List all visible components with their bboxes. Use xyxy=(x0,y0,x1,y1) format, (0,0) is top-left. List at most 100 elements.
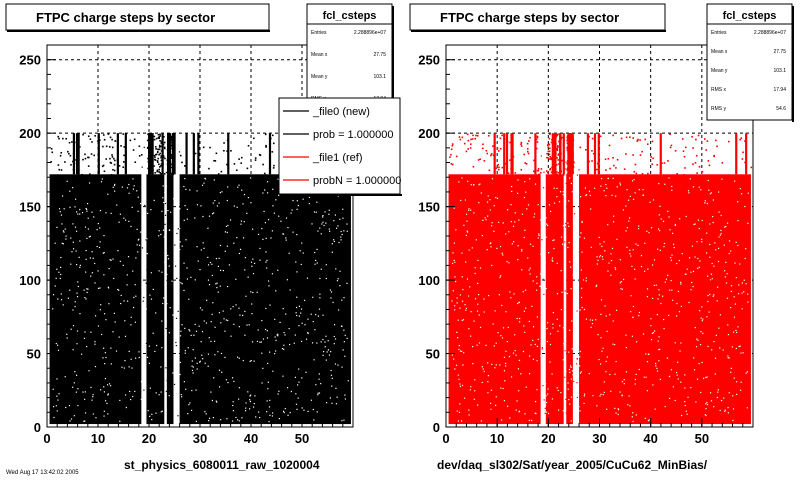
data-point xyxy=(288,327,290,330)
data-point xyxy=(224,231,226,233)
data-point xyxy=(272,370,274,372)
data-point xyxy=(556,173,559,176)
data-point xyxy=(490,225,493,227)
data-point xyxy=(209,146,211,149)
data-point xyxy=(636,341,638,343)
data-point xyxy=(735,393,738,396)
data-point xyxy=(170,135,172,138)
data-point xyxy=(665,278,668,280)
data-point xyxy=(249,360,251,362)
data-point xyxy=(194,217,196,219)
data-point xyxy=(729,307,732,309)
data-point xyxy=(576,363,578,365)
data-point xyxy=(210,340,212,343)
data-point xyxy=(272,188,274,190)
data-point xyxy=(527,152,530,155)
data-point xyxy=(188,329,190,331)
data-point xyxy=(713,294,715,296)
data-point xyxy=(306,277,309,279)
data-point xyxy=(128,183,130,186)
data-point xyxy=(207,353,210,355)
data-point xyxy=(544,404,547,406)
data-point xyxy=(165,409,167,412)
data-point xyxy=(72,309,74,311)
data-point xyxy=(218,369,221,371)
data-point xyxy=(555,173,558,176)
data-point xyxy=(658,214,660,216)
data-point xyxy=(208,420,210,422)
data-point xyxy=(701,320,703,322)
data-point xyxy=(156,150,159,153)
data-point xyxy=(677,378,679,380)
data-point xyxy=(220,170,223,173)
data-point xyxy=(634,383,636,385)
data-point xyxy=(485,219,487,221)
data-point xyxy=(536,282,538,284)
data-point xyxy=(170,137,173,140)
data-point xyxy=(102,252,104,254)
data-point xyxy=(207,256,209,259)
data-point xyxy=(154,172,156,174)
data-point xyxy=(282,410,285,412)
data-point xyxy=(327,349,330,351)
data-point xyxy=(736,331,738,334)
data-point xyxy=(294,376,297,378)
data-point xyxy=(658,182,660,185)
data-point xyxy=(543,187,545,189)
data-point xyxy=(621,394,623,396)
data-point xyxy=(630,311,632,313)
data-point xyxy=(716,300,718,302)
data-point xyxy=(453,259,455,262)
data-point xyxy=(57,349,60,351)
data-point xyxy=(97,325,100,327)
data-point xyxy=(459,294,461,296)
data-point xyxy=(491,222,493,224)
data-point xyxy=(509,291,511,293)
data-point xyxy=(154,146,157,148)
data-point xyxy=(619,282,621,284)
data-point xyxy=(511,243,513,245)
data-point xyxy=(528,320,530,323)
data-point xyxy=(224,250,226,252)
data-point xyxy=(155,137,158,140)
data-point xyxy=(241,417,243,419)
data-point xyxy=(655,284,657,286)
legend-label: prob = 1.000000 xyxy=(313,129,393,141)
chart-title: FTPC charge steps by sector xyxy=(440,10,619,25)
data-point xyxy=(548,153,551,156)
data-point xyxy=(126,274,128,276)
data-point xyxy=(88,156,90,159)
data-point xyxy=(248,324,250,326)
data-point xyxy=(116,204,118,206)
data-point xyxy=(576,396,579,399)
data-point xyxy=(217,265,220,267)
data-point xyxy=(545,395,547,397)
data-point xyxy=(214,326,216,328)
data-point xyxy=(111,156,114,158)
data-point xyxy=(253,402,255,405)
data-point xyxy=(740,352,742,354)
data-point xyxy=(614,344,616,346)
data-point xyxy=(711,262,713,265)
data-point xyxy=(545,411,548,413)
data-point xyxy=(570,366,572,368)
data-point xyxy=(240,223,242,225)
data-point xyxy=(295,306,298,309)
data-point xyxy=(685,273,687,275)
data-point xyxy=(289,411,291,414)
data-point xyxy=(696,172,698,174)
data-point xyxy=(203,247,205,249)
data-point xyxy=(730,371,732,373)
data-point xyxy=(528,419,530,422)
data-column xyxy=(151,133,154,175)
data-point xyxy=(566,162,569,165)
data-point xyxy=(226,245,229,247)
data-point xyxy=(179,361,182,364)
data-point xyxy=(684,401,686,403)
data-point xyxy=(74,301,76,303)
data-point xyxy=(481,381,483,384)
data-point xyxy=(172,372,174,374)
data-point xyxy=(747,293,749,295)
data-point xyxy=(585,194,588,196)
data-point xyxy=(550,171,553,174)
